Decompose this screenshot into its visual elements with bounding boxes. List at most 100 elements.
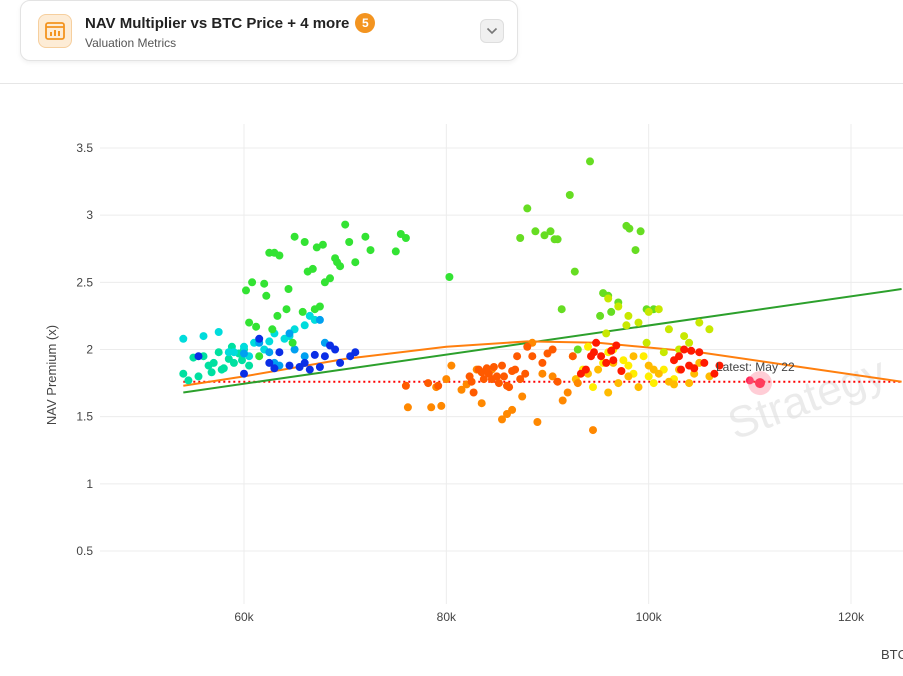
data-point bbox=[695, 348, 704, 357]
data-point bbox=[331, 345, 340, 354]
data-point bbox=[570, 267, 579, 276]
data-point bbox=[548, 372, 557, 381]
y-tick-label: 3 bbox=[86, 208, 93, 222]
data-point bbox=[607, 307, 616, 316]
data-point bbox=[516, 375, 525, 384]
data-point bbox=[300, 352, 309, 361]
data-point bbox=[654, 305, 663, 314]
latest-point bbox=[754, 378, 765, 389]
data-point bbox=[619, 356, 628, 365]
data-point bbox=[262, 291, 271, 300]
data-point bbox=[361, 232, 370, 241]
data-point bbox=[687, 346, 696, 355]
data-point bbox=[270, 364, 279, 373]
y-tick-label: 1.5 bbox=[76, 410, 93, 424]
chart-icon bbox=[38, 14, 72, 48]
trend-lines bbox=[183, 288, 903, 394]
data-point bbox=[528, 352, 537, 361]
data-point bbox=[634, 318, 643, 327]
data-point bbox=[624, 372, 633, 381]
y-axis-title: NAV Premium (x) bbox=[44, 325, 59, 425]
data-point bbox=[341, 220, 350, 229]
data-point bbox=[553, 235, 562, 244]
data-point bbox=[715, 361, 724, 370]
data-point bbox=[457, 385, 466, 394]
data-point bbox=[639, 352, 648, 361]
dropdown-button[interactable] bbox=[480, 19, 504, 43]
data-point bbox=[538, 358, 547, 367]
data-point bbox=[366, 246, 375, 255]
data-point bbox=[516, 234, 525, 242]
data-point bbox=[245, 361, 254, 370]
data-point bbox=[252, 322, 261, 331]
data-point bbox=[477, 368, 486, 377]
data-point bbox=[300, 238, 309, 246]
data-point bbox=[401, 234, 410, 242]
x-axis-title: BTC bbox=[881, 647, 903, 662]
data-point bbox=[336, 358, 345, 367]
data-point bbox=[312, 243, 321, 252]
data-point bbox=[521, 369, 530, 378]
data-point bbox=[533, 418, 542, 426]
data-point bbox=[700, 358, 709, 367]
data-point bbox=[594, 365, 603, 374]
chart-selector-card[interactable]: NAV Multiplier vs BTC Price + 4 more 5 Va… bbox=[20, 0, 518, 61]
data-point bbox=[242, 286, 250, 295]
data-point bbox=[401, 381, 410, 390]
data-point bbox=[265, 358, 274, 367]
data-point bbox=[345, 238, 354, 246]
data-point bbox=[642, 338, 651, 347]
data-point bbox=[351, 258, 360, 267]
chart-title-text: NAV Multiplier vs BTC Price + 4 more bbox=[85, 15, 350, 32]
y-tick-label: 3.5 bbox=[76, 141, 93, 155]
data-point bbox=[265, 348, 274, 357]
data-point bbox=[290, 232, 299, 241]
data-point bbox=[540, 231, 549, 240]
data-point bbox=[248, 278, 257, 287]
data-point bbox=[442, 375, 451, 384]
data-point bbox=[315, 315, 324, 324]
data-point bbox=[285, 329, 294, 338]
data-point bbox=[310, 350, 319, 359]
data-point bbox=[229, 358, 238, 367]
x-tick-label: 80k bbox=[437, 610, 457, 624]
data-point bbox=[677, 365, 685, 374]
data-point bbox=[553, 377, 562, 386]
data-point bbox=[602, 358, 611, 367]
more-count-badge: 5 bbox=[355, 13, 376, 33]
data-point bbox=[573, 345, 582, 354]
data-point bbox=[179, 369, 188, 378]
x-tick-label: 120k bbox=[838, 610, 865, 624]
data-point bbox=[240, 349, 248, 358]
data-point bbox=[199, 332, 208, 341]
data-point bbox=[282, 305, 291, 314]
data-point bbox=[498, 415, 506, 424]
data-point bbox=[602, 329, 611, 338]
data-point bbox=[467, 377, 476, 386]
data-point bbox=[596, 311, 605, 320]
data-point bbox=[391, 247, 400, 256]
data-point bbox=[685, 379, 694, 388]
data-point bbox=[644, 307, 653, 316]
data-point bbox=[531, 227, 540, 236]
data-point bbox=[275, 251, 284, 260]
data-point bbox=[300, 321, 309, 330]
data-point bbox=[351, 348, 360, 357]
data-point bbox=[487, 375, 496, 384]
data-point bbox=[614, 379, 623, 388]
latest-highlight bbox=[747, 371, 772, 396]
data-point bbox=[240, 342, 248, 351]
header-divider bbox=[0, 83, 903, 84]
data-point bbox=[320, 278, 329, 287]
data-point bbox=[690, 364, 699, 373]
data-point bbox=[573, 379, 582, 388]
data-point bbox=[644, 372, 653, 381]
data-point bbox=[624, 311, 633, 320]
data-point bbox=[675, 352, 683, 361]
data-point bbox=[489, 363, 498, 371]
data-point bbox=[238, 356, 246, 365]
data-point bbox=[705, 325, 714, 334]
data-point bbox=[670, 380, 678, 389]
data-point bbox=[548, 345, 557, 354]
data-point bbox=[563, 388, 572, 397]
